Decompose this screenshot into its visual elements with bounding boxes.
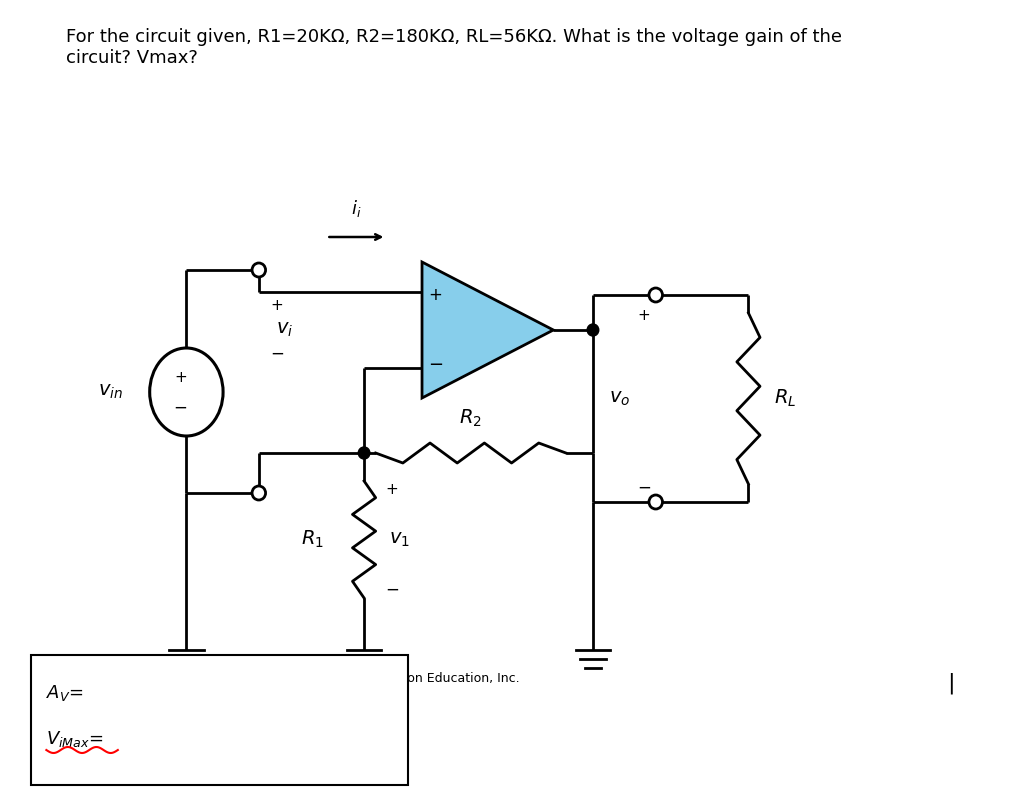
Text: $v_i$: $v_i$ bbox=[276, 321, 294, 339]
Text: $R_2$: $R_2$ bbox=[460, 408, 482, 429]
Text: $A_V$=: $A_V$= bbox=[46, 683, 84, 703]
Polygon shape bbox=[422, 262, 553, 398]
Text: −: − bbox=[428, 357, 443, 374]
Text: $V_{iMax}$=: $V_{iMax}$= bbox=[46, 729, 103, 749]
Circle shape bbox=[649, 495, 663, 509]
Text: +: + bbox=[174, 370, 187, 385]
Text: Copyright © 2011, Pearson Education, Inc.: Copyright © 2011, Pearson Education, Inc… bbox=[253, 672, 520, 685]
Text: +: + bbox=[270, 298, 284, 314]
Circle shape bbox=[252, 486, 265, 500]
Text: $v_1$: $v_1$ bbox=[389, 531, 410, 549]
Text: +: + bbox=[429, 286, 442, 304]
Circle shape bbox=[252, 263, 265, 277]
Circle shape bbox=[358, 447, 370, 459]
Circle shape bbox=[587, 324, 599, 336]
Text: −: − bbox=[385, 581, 399, 599]
FancyBboxPatch shape bbox=[31, 655, 408, 785]
Text: −: − bbox=[637, 479, 651, 497]
Text: |: | bbox=[947, 672, 955, 693]
Circle shape bbox=[649, 288, 663, 302]
Text: −: − bbox=[270, 345, 285, 363]
Text: $i_i$: $i_i$ bbox=[351, 198, 361, 219]
Text: −: − bbox=[174, 399, 187, 417]
Text: For the circuit given, R1=20KΩ, R2=180KΩ, RL=56KΩ. What is the voltage gain of t: For the circuit given, R1=20KΩ, R2=180KΩ… bbox=[66, 28, 842, 67]
Text: $R_L$: $R_L$ bbox=[773, 388, 796, 409]
Text: $v_{in}$: $v_{in}$ bbox=[97, 383, 123, 401]
Text: +: + bbox=[638, 307, 650, 322]
Text: $R_1$: $R_1$ bbox=[301, 529, 324, 550]
Text: +: + bbox=[385, 481, 398, 496]
Text: $v_o$: $v_o$ bbox=[609, 389, 631, 408]
